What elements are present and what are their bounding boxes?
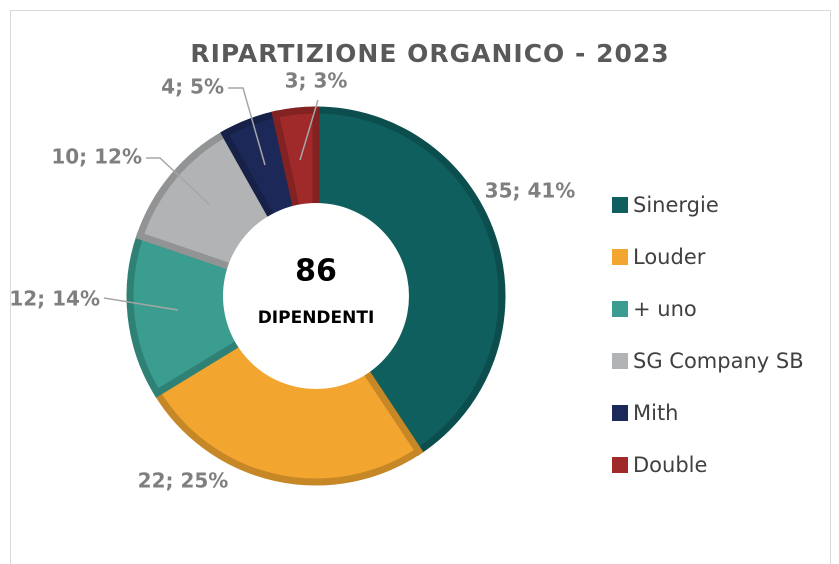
total: 86 (295, 254, 337, 289)
leader-line (299, 99, 319, 161)
legend-label: Double (633, 453, 707, 477)
legend-label: Louder (633, 245, 706, 269)
legend-label: + uno (633, 297, 697, 321)
data-label: 4; 5% (161, 75, 224, 99)
total-label: DIPENDENTI (258, 308, 375, 328)
legend-swatch (612, 197, 628, 213)
donut-hole (223, 203, 409, 389)
frame (10, 10, 831, 564)
leader-line (146, 157, 211, 206)
legend-label: Mith (633, 401, 679, 425)
legend-swatch (612, 353, 628, 369)
data-label: 10; 12% (51, 145, 142, 169)
data-label: 22; 25% (138, 469, 229, 493)
legend-swatch (612, 301, 628, 317)
data-label: 3; 3% (285, 69, 348, 93)
data-label: 35; 41% (485, 179, 576, 203)
data-label: 12; 14% (9, 287, 100, 311)
legend-label: SG Company SB (633, 349, 804, 373)
chart-title: RIPARTIZIONE ORGANICO - 2023 (190, 39, 669, 68)
legend-swatch (612, 457, 628, 473)
legend-swatch (612, 249, 628, 265)
leader-line (228, 87, 266, 166)
slice (152, 291, 424, 486)
slice (126, 231, 325, 398)
leader-line (103, 297, 179, 311)
legend-swatch (612, 405, 628, 421)
legend-label: Sinergie (633, 193, 719, 217)
